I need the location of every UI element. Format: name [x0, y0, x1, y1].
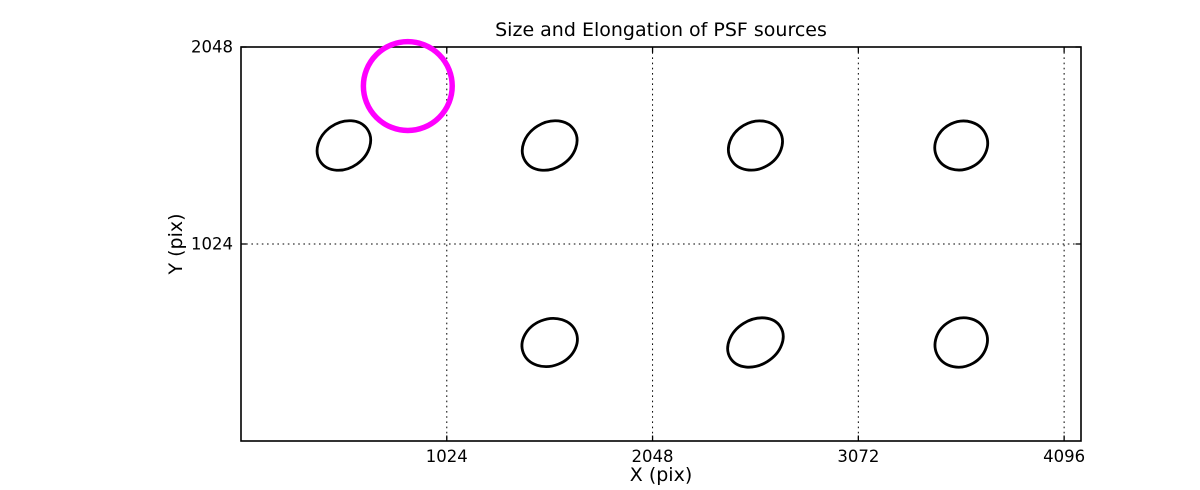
y-tick-label-1024: 1024	[191, 235, 233, 254]
y-axis-label: Y (pix)	[165, 213, 187, 275]
x-tick-label-1024: 1024	[426, 447, 468, 466]
psf-ellipse-4	[933, 119, 990, 172]
psf-ellipse-5	[520, 317, 579, 368]
x-tick-label-2048: 2048	[632, 447, 674, 466]
x-tick-label-3072: 3072	[837, 447, 879, 466]
psf-ellipse-7	[933, 316, 989, 369]
psf-ellipse-3	[727, 119, 784, 172]
y-tick-label-2048: 2048	[191, 38, 233, 57]
chart-title: Size and Elongation of PSF sources	[495, 19, 827, 41]
x-tick-label-4096: 4096	[1043, 447, 1085, 466]
highlight-circle	[360, 38, 455, 134]
psf-ellipse-6	[726, 316, 785, 369]
psf-ellipse-1	[315, 119, 373, 172]
psf-ellipse-2	[520, 119, 579, 172]
x-axis-label: X (pix)	[629, 464, 693, 486]
